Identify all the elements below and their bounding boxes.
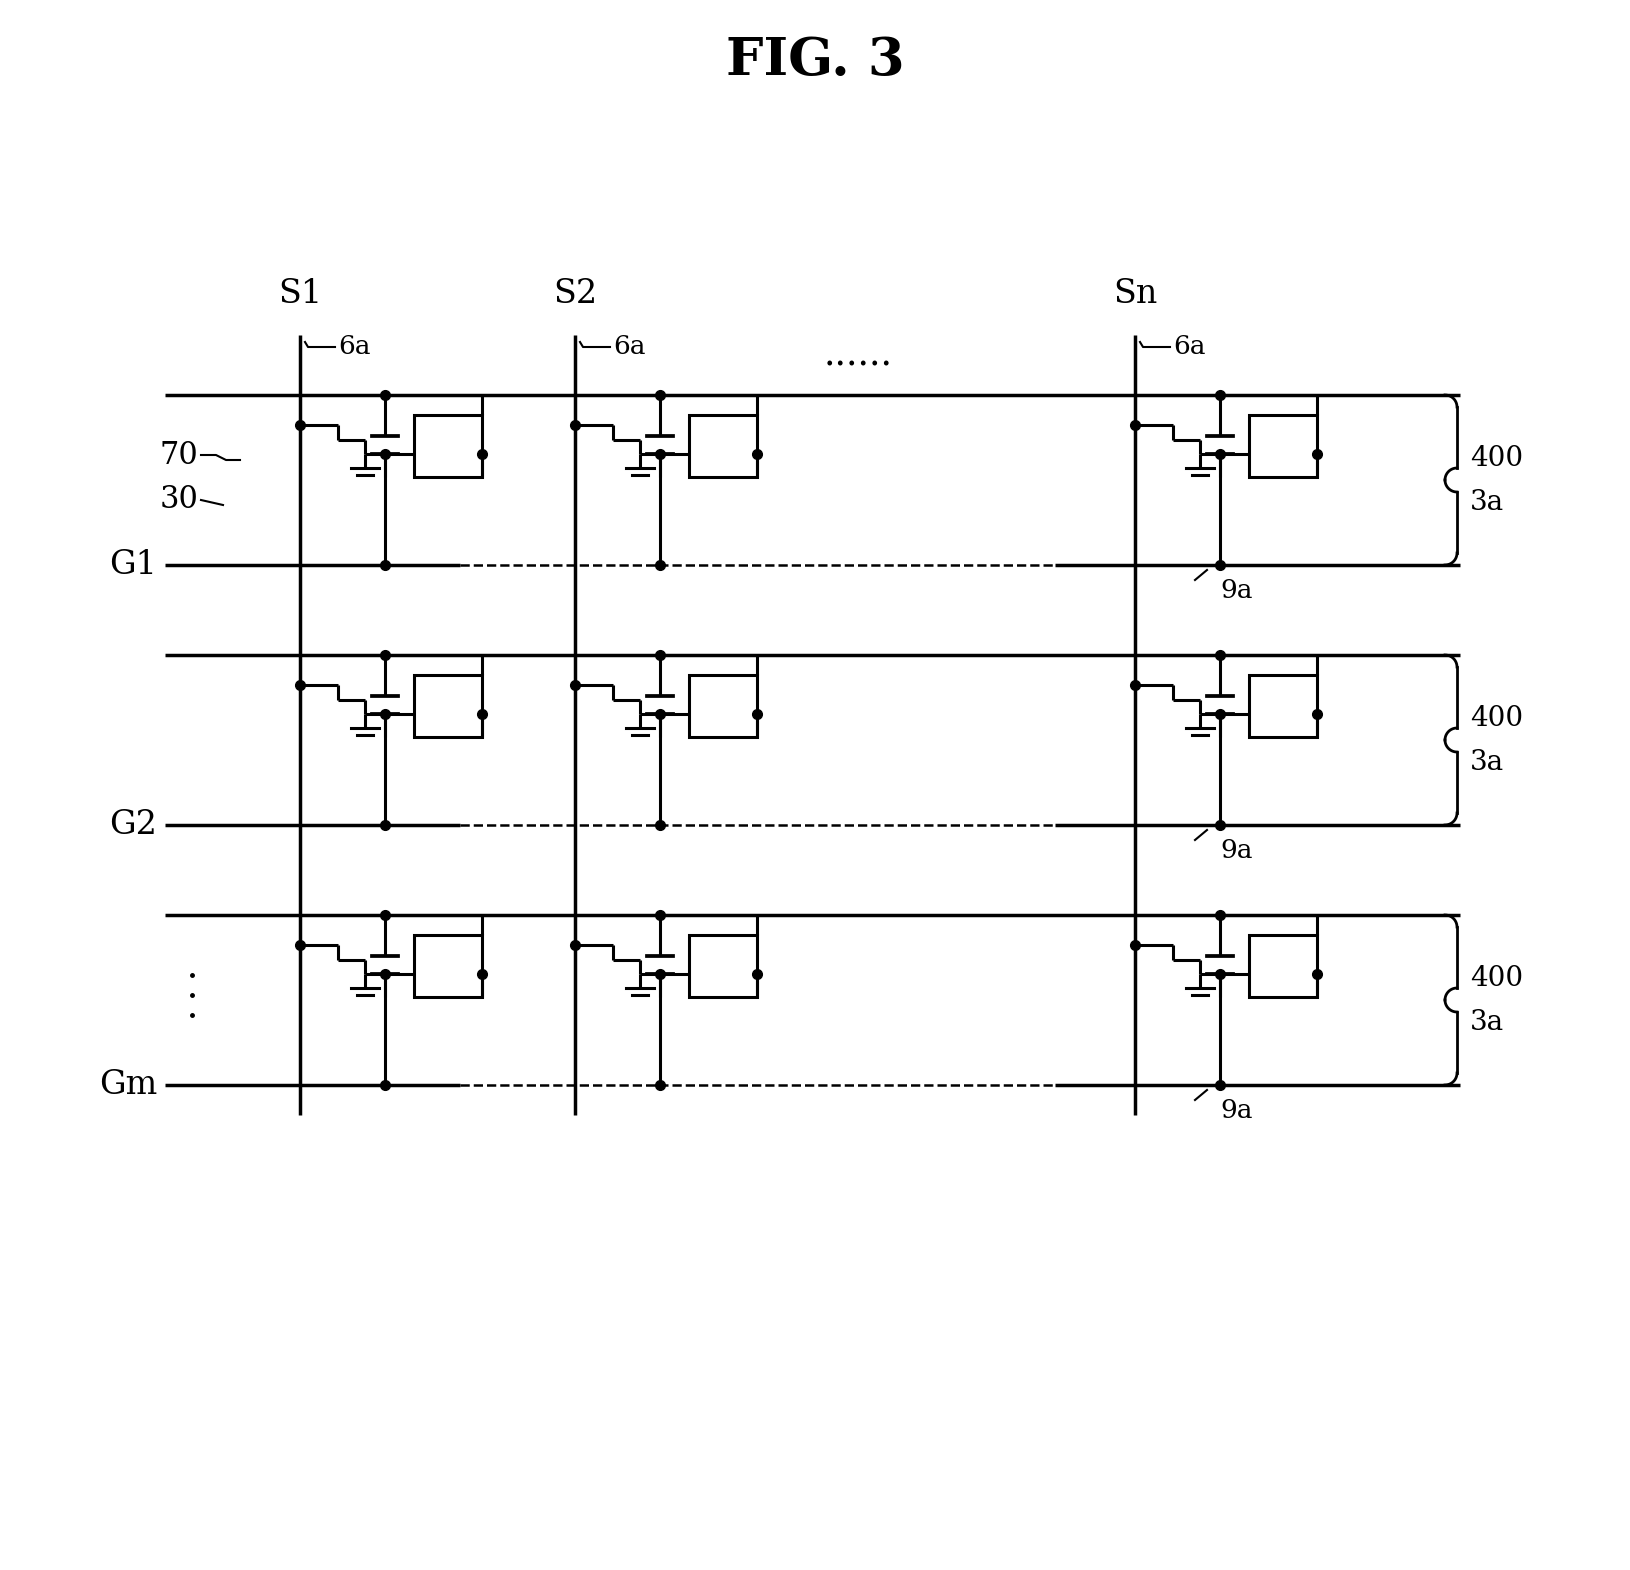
Text: 6a: 6a [613, 334, 645, 360]
Text: ......: ...... [823, 338, 893, 372]
Text: 400: 400 [1470, 705, 1522, 732]
Bar [414, 675, 482, 736]
Text: 6a: 6a [1174, 334, 1206, 360]
Text: Gm: Gm [99, 1069, 156, 1101]
Text: 400: 400 [1470, 964, 1522, 992]
Text: S2: S2 [553, 278, 597, 309]
Bar [1249, 414, 1317, 477]
Text: S1: S1 [279, 278, 323, 309]
Bar [414, 414, 482, 477]
Text: FIG. 3: FIG. 3 [725, 35, 905, 85]
Text: 3a: 3a [1470, 1008, 1504, 1036]
Bar [689, 936, 756, 997]
Bar [689, 414, 756, 477]
Text: Sn: Sn [1113, 278, 1157, 309]
Bar [1249, 936, 1317, 997]
Text: 9a: 9a [1219, 1097, 1252, 1123]
Text: 3a: 3a [1470, 488, 1504, 515]
Text: 30: 30 [160, 485, 197, 515]
Text: 3a: 3a [1470, 749, 1504, 776]
Text: G2: G2 [109, 809, 156, 842]
Text: 9a: 9a [1219, 837, 1252, 862]
Bar [414, 936, 482, 997]
Text: 400: 400 [1470, 444, 1522, 471]
Bar [1249, 675, 1317, 736]
Bar [689, 675, 756, 736]
Text: 70: 70 [160, 440, 197, 471]
Text: G1: G1 [109, 550, 156, 581]
Text: 9a: 9a [1219, 578, 1252, 603]
Text: 6a: 6a [337, 334, 370, 360]
